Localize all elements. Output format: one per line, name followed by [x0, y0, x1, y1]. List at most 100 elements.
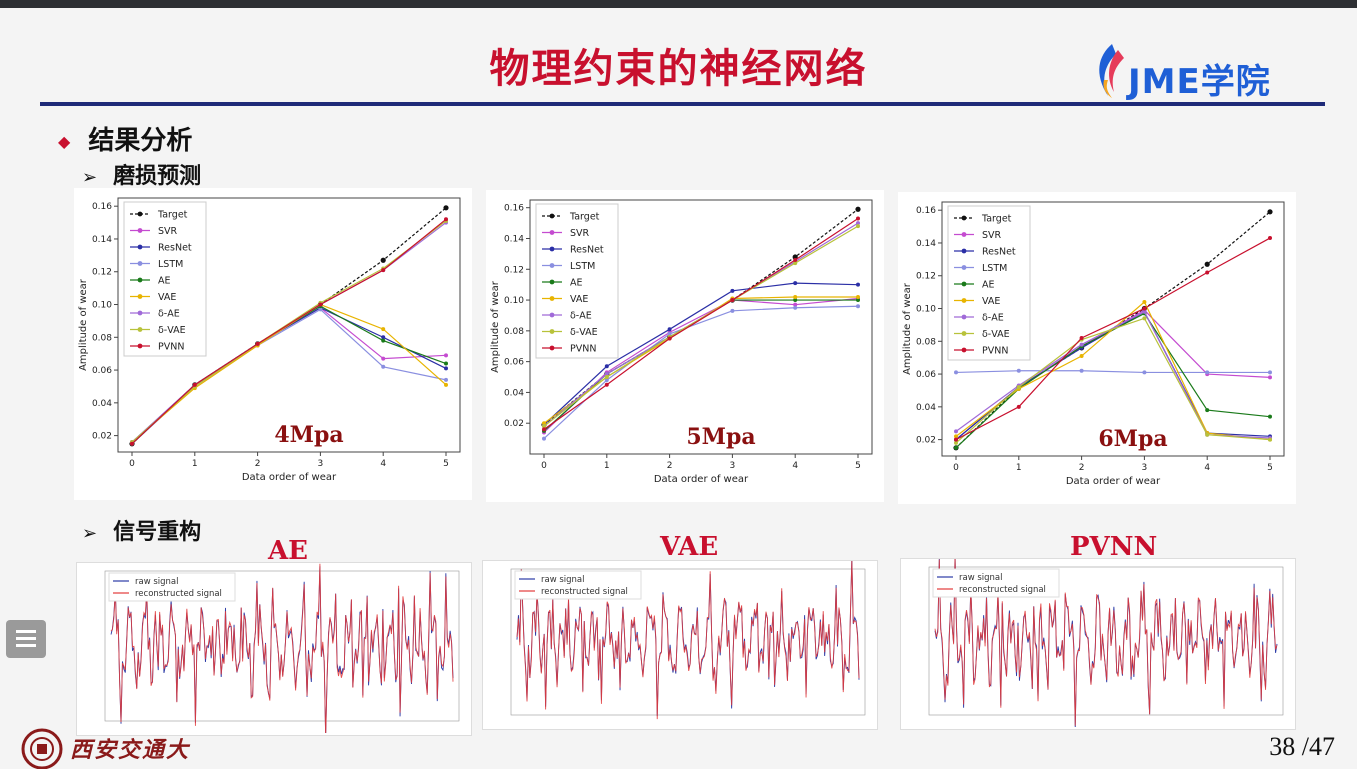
data-point [1205, 370, 1210, 375]
legend-label: LSTM [982, 263, 1007, 274]
signal-title-vae: VAE [660, 532, 719, 562]
y-tick-label: 0.10 [92, 301, 112, 311]
x-tick-label: 1 [604, 461, 610, 471]
series-line-LSTM [543, 305, 859, 440]
legend-label: LSTM [570, 261, 595, 272]
section-heading: ◆ 结果分析 [58, 120, 192, 157]
slide-menu-button[interactable] [6, 620, 46, 658]
x-axis-label: Data order of wear [242, 472, 337, 483]
data-point [444, 382, 448, 387]
legend-marker [137, 343, 143, 349]
signal-legend-label: reconstructed signal [541, 587, 628, 597]
data-point [444, 366, 448, 371]
legend-label: δ-VAE [982, 329, 1010, 340]
legend-label: AE [570, 278, 583, 289]
series-line-δ-VAE [131, 220, 447, 443]
subheading-wear: ➢ 磨损预测 [82, 158, 201, 190]
legend-marker [961, 265, 967, 270]
y-tick-label: 0.02 [504, 419, 524, 429]
legend-label: VAE [570, 294, 588, 305]
legend-marker [137, 211, 143, 217]
data-point [954, 429, 958, 434]
legend-box [947, 205, 1031, 361]
data-point [444, 353, 448, 358]
data-point [604, 375, 609, 380]
data-point [444, 377, 448, 382]
legend-label: LSTM [158, 259, 183, 270]
y-tick-label: 0.12 [504, 265, 524, 275]
x-axis-label: Data order of wear [1066, 476, 1161, 487]
legend-label: AE [158, 276, 171, 287]
data-point [1268, 370, 1272, 375]
data-point [444, 361, 448, 366]
signal-legend-box [108, 572, 236, 602]
signal-legend-label: raw signal [135, 577, 179, 587]
window-top-bar [0, 0, 1357, 8]
subheading-wear-text: 磨损预测 [113, 164, 202, 189]
y-tick-label: 0.08 [916, 337, 936, 347]
x-tick-label: 3 [1142, 463, 1148, 473]
diamond-icon: ◆ [58, 132, 71, 151]
x-tick-label: 5 [443, 459, 449, 469]
signal-legend-box [514, 570, 642, 600]
y-tick-label: 0.04 [504, 388, 524, 398]
signal-legend-label: raw signal [541, 575, 585, 585]
y-tick-label: 0.12 [92, 268, 112, 278]
title-rule [40, 102, 1325, 106]
signal-plot: raw signal reconstructed signal [928, 553, 1284, 729]
data-point [1079, 342, 1084, 347]
y-tick-label: 0.08 [504, 327, 524, 337]
line-chart: 0.02 0.04 0.06 0.08 0.10 0.12 0.14 0.16 0 1 2 3 4 5 Da… [78, 197, 461, 483]
legend-marker [137, 261, 143, 266]
data-point [667, 327, 672, 332]
data-point [793, 281, 798, 286]
data-point [542, 436, 546, 441]
legend-label: δ-AE [570, 311, 592, 322]
university-name: 西安交通大學 [70, 737, 191, 763]
section-heading-text: 结果分析 [88, 126, 193, 156]
legend-marker [961, 298, 967, 303]
x-tick-label: 5 [1267, 463, 1273, 473]
legend-marker [961, 347, 967, 353]
logo-text: JME学院 [1128, 62, 1271, 102]
signal-legend-label: reconstructed signal [959, 585, 1046, 595]
slide: 物理约束的神经网络 JME学院 ◆ 结果分析 ➢ 磨损预测 ➢ 信号重构 0.02 0.… [0, 8, 1357, 769]
x-tick-label: 5 [855, 461, 861, 471]
data-point [381, 364, 386, 369]
data-point [318, 302, 323, 307]
legend-label: VAE [158, 292, 176, 303]
data-point [667, 336, 672, 341]
legend-marker [961, 331, 967, 336]
legend-label: ResNet [158, 243, 192, 254]
data-point [604, 364, 609, 369]
series-line-δ-VAE [543, 225, 859, 427]
legend-marker [137, 244, 143, 250]
data-point [1205, 408, 1210, 413]
series-line-VAE [131, 303, 447, 443]
data-point [1204, 261, 1210, 267]
legend-label: PVNN [158, 342, 184, 353]
jme-flame-icon [1099, 44, 1124, 98]
chart-title: 4Mpa [274, 422, 343, 448]
x-tick-label: 4 [792, 461, 798, 471]
data-point [856, 221, 860, 226]
y-axis-label: Amplitude of wear [902, 282, 913, 375]
data-point [1142, 370, 1147, 375]
series-line-PVNN [543, 217, 859, 430]
reconstructed-signal-line [110, 563, 454, 739]
x-tick-label: 2 [667, 461, 673, 471]
legend-box [535, 203, 619, 359]
y-tick-label: 0.04 [92, 399, 112, 409]
reconstructed-signal-line [516, 560, 860, 720]
legend-label: δ-VAE [570, 327, 598, 338]
legend-label: Target [157, 210, 188, 221]
y-tick-label: 0.12 [916, 272, 936, 282]
data-point [856, 224, 860, 229]
data-point [793, 305, 798, 310]
data-point [1142, 306, 1147, 311]
data-point [954, 437, 958, 442]
data-point [130, 441, 134, 446]
legend-label: δ-AE [158, 309, 180, 320]
y-tick-label: 0.14 [92, 235, 112, 245]
y-axis-label: Amplitude of wear [78, 278, 89, 371]
